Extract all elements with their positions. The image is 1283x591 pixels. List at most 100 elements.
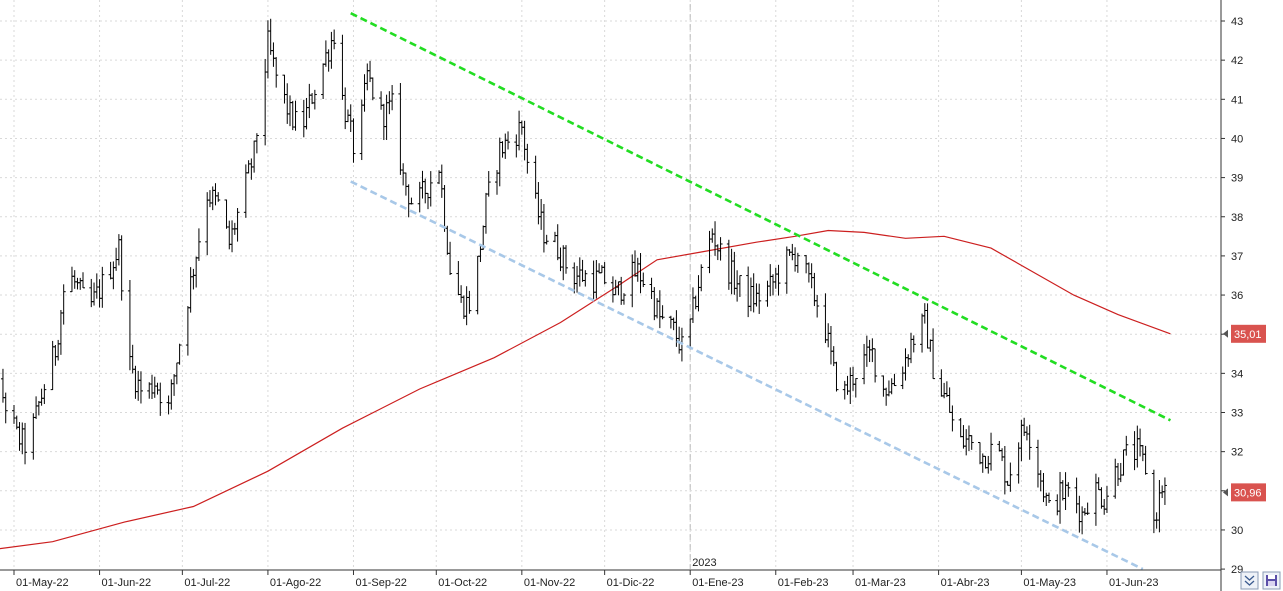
ohlc-bar (147, 382, 152, 399)
ohlc-bar (1058, 471, 1063, 524)
ohlc-bar (884, 387, 889, 406)
ohlc-bar (707, 230, 712, 274)
ohlc-bar (900, 366, 905, 390)
ohlc-bar (768, 264, 773, 297)
ohlc-bar (274, 57, 279, 88)
last-price-badge-pointer (1223, 488, 1228, 497)
ohlc-bar (1118, 462, 1123, 483)
ohlc-bar (1077, 495, 1082, 533)
ohlc-bar (892, 373, 897, 387)
ohlc-bar (746, 266, 751, 318)
ohlc-bar (177, 343, 182, 365)
ohlc-bar (602, 262, 607, 285)
ohlc-bar (119, 235, 124, 301)
ohlc-bar (1002, 445, 1007, 495)
ohlc-bar (351, 118, 356, 163)
year-marker: 2023 (689, 4, 717, 569)
ohlc-bar (158, 382, 163, 416)
ohlc-bar (517, 110, 522, 151)
ohlc-bar (227, 220, 232, 250)
ohlc-bar (271, 42, 276, 67)
ohlc-bar (3, 392, 8, 424)
ohlc-bar (1047, 492, 1051, 503)
ohlc-bar (345, 109, 350, 123)
ohlc-bar (442, 185, 447, 232)
x-tick-label: 01-Mar-23 (855, 577, 906, 589)
ohlc-bar (1143, 445, 1148, 475)
ohlc-bar (823, 293, 828, 344)
ohlc-bar (406, 184, 411, 218)
ohlc-bar (928, 339, 933, 352)
ohlc-bar (78, 277, 83, 290)
ohlc-bar (409, 197, 414, 205)
save-icon[interactable] (1262, 571, 1281, 590)
x-tick-label: 01-May-23 (1023, 577, 1076, 589)
y-tick-label: 38 (1231, 212, 1243, 224)
y-tick-label: 30 (1231, 525, 1243, 537)
ohlc-bar (1151, 469, 1156, 534)
ohlc-bar (216, 192, 221, 202)
ohlc-bar (710, 228, 715, 243)
ohlc-bar (911, 335, 916, 353)
ohlc-bar (75, 277, 80, 290)
ohlc-bar (207, 190, 212, 208)
ohlc-bar (806, 262, 811, 283)
x-tick-label: 01-Jul-22 (184, 577, 230, 589)
y-tick-label: 36 (1231, 290, 1243, 302)
ohlc-bar (506, 131, 511, 150)
ohlc-bar (693, 295, 698, 310)
ohlc-bar (196, 228, 201, 261)
ohlc-bar (657, 290, 662, 329)
trendlines (350, 12, 1172, 571)
ohlc-bar (751, 273, 756, 313)
ohlc-bar (577, 257, 582, 287)
ohlc-bar (20, 422, 25, 455)
ohlc-bar (558, 247, 563, 272)
ohlc-bar (285, 83, 290, 124)
ohlc-bar (381, 103, 386, 141)
y-tick-label: 39 (1231, 173, 1243, 185)
ohlc-bar (439, 164, 444, 198)
ohlc-bar (321, 63, 326, 100)
ohlc-bar (1074, 477, 1079, 514)
ohlc-bar (332, 29, 337, 50)
ohlc-bar (1104, 485, 1109, 513)
ohlc-bar (348, 104, 353, 133)
ohlc-bar (983, 455, 988, 469)
ohlc-bar (641, 272, 646, 288)
ohlc-bar (185, 306, 190, 356)
ohlc-bar (715, 244, 720, 261)
ohlc-bar (1085, 502, 1090, 515)
ohlc-bar (417, 181, 422, 213)
ohlc-bar (1140, 444, 1145, 462)
ohlc-bar (97, 279, 102, 308)
ohlc-bar (246, 160, 251, 174)
ohlc-bar (1121, 449, 1126, 476)
ohlc-bar (922, 303, 927, 324)
ohlc-bar (809, 263, 814, 289)
ohlc-bar (428, 171, 433, 207)
ohlc-bar (111, 261, 116, 290)
double-chevron-icon[interactable] (1240, 571, 1259, 590)
ohlc-bar (500, 141, 505, 158)
x-tick-label: 01-Nov-22 (524, 577, 575, 589)
ohlc-bar (1044, 492, 1049, 506)
ohlc-bar (555, 224, 560, 261)
ohlc-bar (172, 374, 177, 396)
ohlc-bar (36, 400, 41, 416)
ohlc-bar (552, 231, 557, 243)
ohlc-bar (1000, 448, 1005, 462)
ohlc-bar (713, 221, 718, 256)
ohlc-bar (39, 388, 44, 406)
ohlc-bar (304, 97, 309, 130)
ohlc-bar (475, 255, 480, 315)
ohlc-bar (845, 375, 850, 395)
ohlc-bar (575, 265, 580, 293)
x-tick-label: 01-Sep-22 (355, 577, 406, 589)
ohlc-bar (986, 455, 991, 474)
ohlc-bar (864, 335, 869, 367)
ohlc-bar (660, 305, 665, 320)
ohlc-bar (668, 315, 673, 329)
ohlc-bar (370, 77, 375, 101)
ohlc-bar (497, 137, 502, 187)
